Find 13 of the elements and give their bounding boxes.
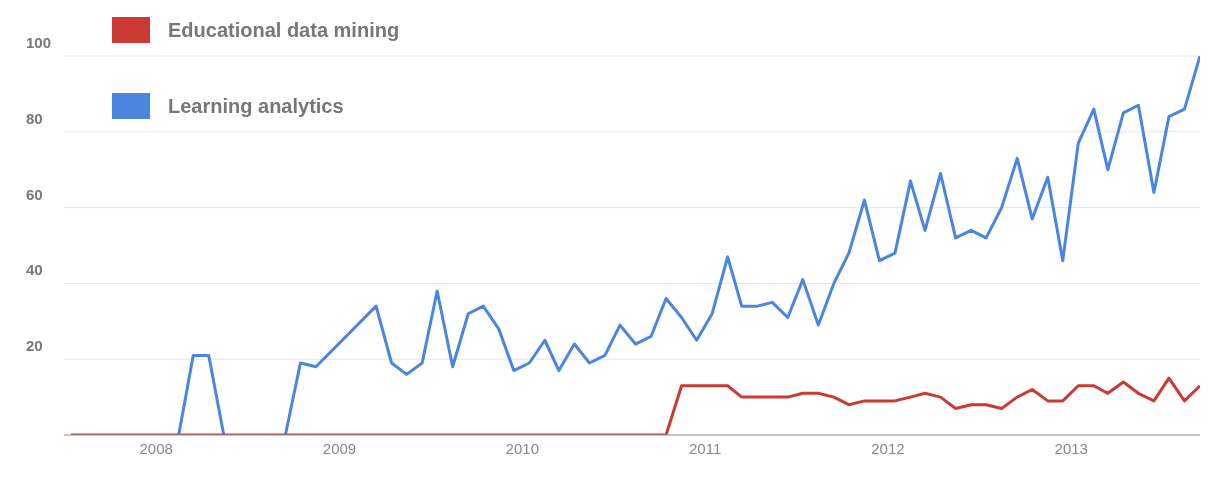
y-tick-label: 20: [26, 337, 43, 355]
x-tick-label: 2008: [139, 439, 173, 457]
legend-label: Educational data mining: [168, 18, 400, 42]
y-tick-label: 80: [26, 109, 43, 127]
y-tick-label: 60: [26, 185, 43, 203]
x-tick-label: 2013: [1054, 439, 1088, 457]
y-tick-label: 40: [26, 261, 43, 279]
x-tick-label: 2012: [871, 439, 905, 457]
legend-label: Learning analytics: [168, 94, 344, 118]
x-tick-label: 2011: [689, 439, 722, 457]
y-tick-label: 100: [26, 34, 52, 51]
x-tick-label: 2010: [505, 439, 539, 457]
x-tick-label: 2009: [322, 439, 357, 457]
